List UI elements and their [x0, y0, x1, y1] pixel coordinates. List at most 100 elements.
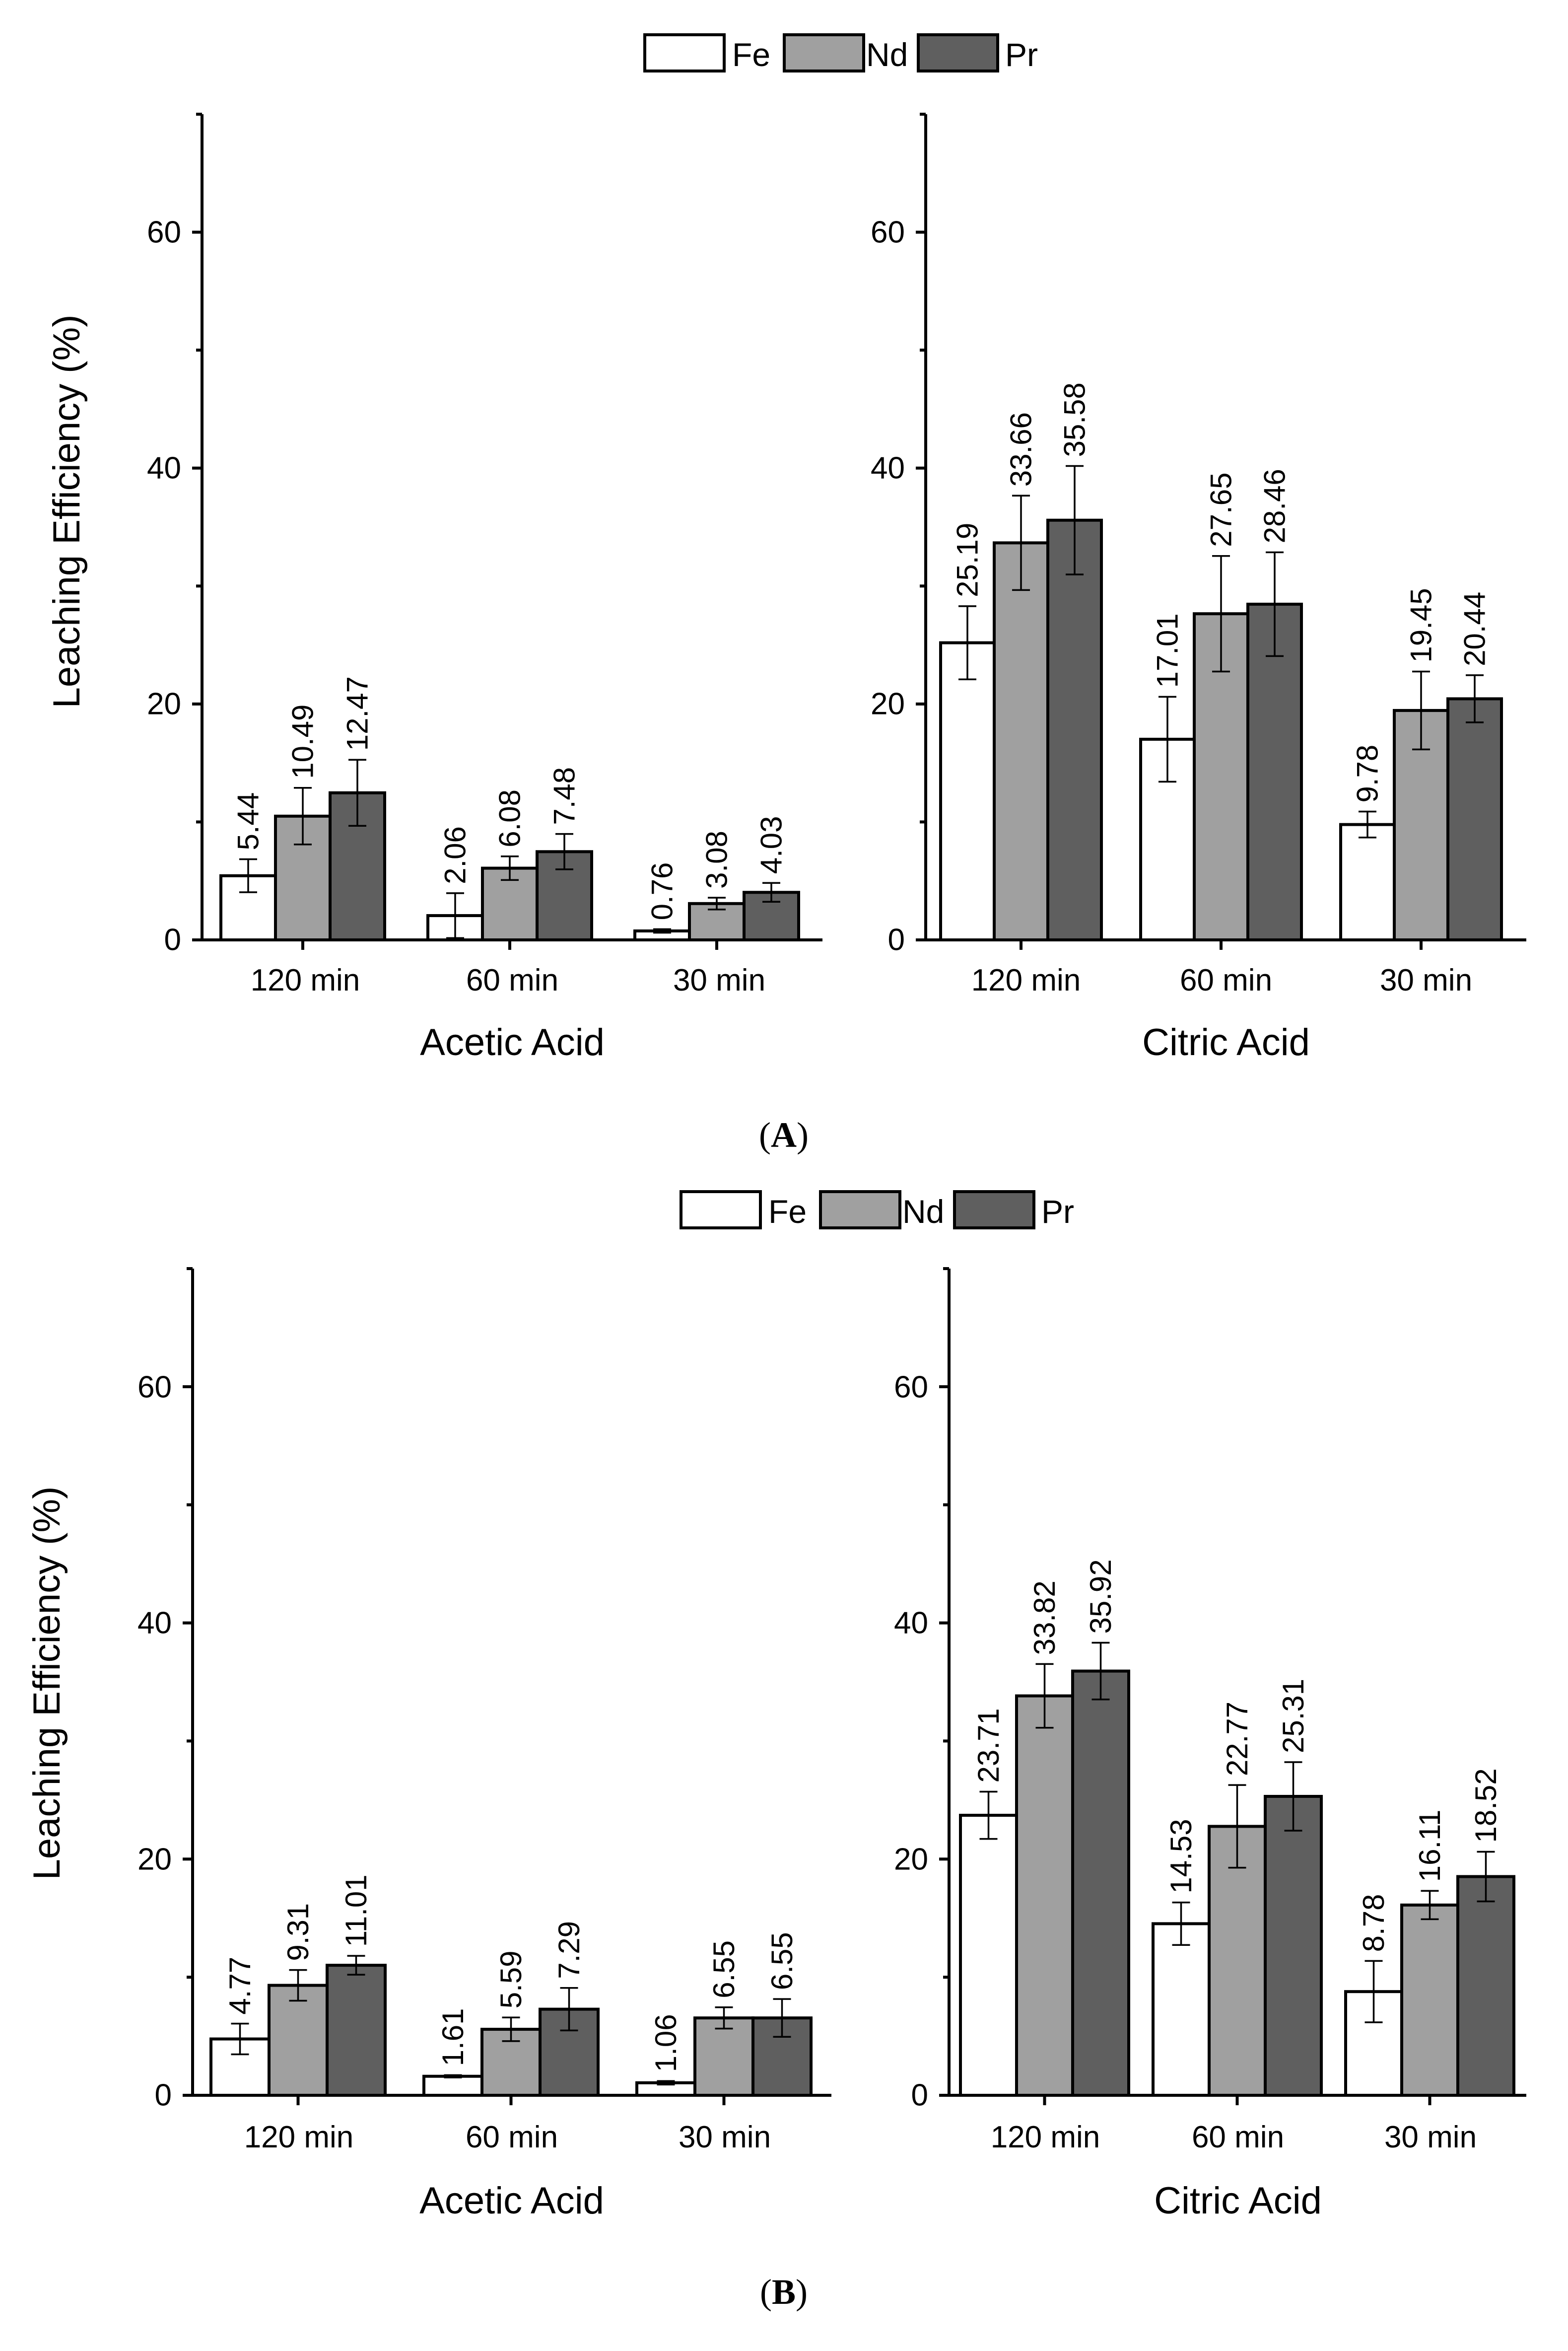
bar-pr: [1446, 697, 1503, 942]
legend-pr-label: Pr: [1041, 1193, 1074, 1230]
legend-nd-swatch: [819, 1190, 901, 1229]
data-label: 16.11: [1413, 1810, 1446, 1882]
y-tick-label: 40: [137, 1606, 172, 1640]
legend-fe-swatch: [680, 1190, 762, 1229]
data-label: 8.78: [1357, 1894, 1390, 1952]
bar-fe: [939, 641, 996, 942]
data-label: 1.61: [436, 2008, 470, 2066]
data-label: 14.53: [1164, 1819, 1198, 1893]
chart-a-left: 5.44 10.49 12.47 2.06 6.08 7.48 0.76 3.08 4.03 0…: [46, 113, 822, 1064]
bar-pr: [1264, 1794, 1323, 2097]
data-label: 5.44: [232, 792, 265, 851]
data-label: 10.49: [286, 705, 320, 779]
y-tick-label: 40: [894, 1606, 928, 1640]
y-ticks: 0 20 40 60: [147, 215, 181, 957]
bar-pr: [1046, 518, 1103, 941]
data-label: 4.03: [755, 816, 788, 874]
bar-pr: [1246, 602, 1303, 941]
x-tick-label: 120 min: [244, 2120, 354, 2154]
y-tick-label: 20: [147, 687, 181, 721]
data-label: 27.65: [1205, 473, 1238, 547]
bar-marks: 23.71 33.82 35.92 14.53 22.77 25.31 8.78 16.11 1…: [939, 1267, 1515, 2105]
y-tick-label: 0: [911, 2078, 928, 2113]
legend-pr-swatch: [953, 1190, 1035, 1229]
x-ticks: 120 min 60 min 30 min: [991, 2120, 1477, 2154]
x-tick-label: 30 min: [673, 963, 765, 997]
legend-nd-swatch: [783, 33, 865, 72]
y-tick-label: 60: [147, 215, 181, 250]
chart-b-left: 4.77 9.31 11.01 1.61 5.59 7.29 1.06 6.55 6.55 0 …: [26, 1267, 831, 2222]
data-label: 20.44: [1458, 592, 1492, 666]
data-label: 22.77: [1221, 1702, 1254, 1776]
legend-panel-b: Fe Nd Pr: [680, 1190, 1074, 1230]
data-label: 35.92: [1084, 1559, 1117, 1634]
data-label: 4.77: [223, 1957, 257, 2015]
data-label: 7.29: [552, 1921, 586, 1979]
y-tick-label: 60: [137, 1370, 172, 1405]
y-tick-label: 20: [894, 1843, 928, 1877]
legend-panel-a: Fe Nd Pr: [643, 33, 1038, 73]
bar-fe: [959, 1814, 1018, 2097]
x-axis-label: Citric Acid: [1154, 2180, 1322, 2222]
x-tick-label: 30 min: [679, 2120, 771, 2154]
panel-label-letter: A: [771, 1115, 797, 1155]
y-tick-label: 0: [164, 923, 181, 957]
bar-fe: [1339, 823, 1396, 942]
data-label: 6.55: [707, 1940, 741, 1998]
x-tick-label: 30 min: [1380, 963, 1472, 997]
bar-fe: [1139, 737, 1196, 941]
x-tick-label: 120 min: [251, 963, 360, 997]
chart-b-right: 23.71 33.82 35.92 14.53 22.77 25.31 8.78 16.11 1…: [894, 1267, 1526, 2222]
x-tick-label: 120 min: [971, 963, 1081, 997]
y-tick-label: 20: [871, 687, 905, 721]
x-axis-label: Acetic Acid: [419, 2180, 604, 2222]
legend-fe-swatch: [643, 33, 726, 72]
data-label: 7.48: [548, 767, 581, 825]
panel-label-letter: B: [772, 2272, 796, 2312]
x-tick-label: 60 min: [1192, 2120, 1284, 2154]
bar-pr: [1456, 1875, 1515, 2097]
bar-pr: [326, 1964, 387, 2097]
data-label: 1.06: [649, 2014, 682, 2072]
legend-pr-label: Pr: [1005, 36, 1038, 73]
bar-nd: [693, 2016, 754, 2097]
panel-label-open: (: [760, 2272, 772, 2312]
data-label: 23.71: [972, 1708, 1005, 1782]
bar-nd: [1015, 1694, 1074, 2097]
y-tick-label: 40: [147, 451, 181, 486]
y-tick-label: 0: [155, 2078, 172, 2113]
legend-fe-label: Fe: [732, 36, 770, 73]
data-label: 6.08: [493, 789, 527, 848]
x-tick-label: 60 min: [466, 963, 558, 997]
bar-fe: [422, 2074, 483, 2097]
x-axis-label: Citric Acid: [1142, 1021, 1310, 1064]
x-tick-label: 120 min: [991, 2120, 1100, 2154]
data-label: 6.55: [765, 1932, 799, 1990]
y-ticks: 0 20 40 60: [137, 1370, 172, 2113]
legend-pr-swatch: [917, 33, 999, 72]
data-label: 25.19: [951, 523, 984, 597]
data-label: 35.58: [1058, 382, 1091, 457]
x-tick-label: 60 min: [1180, 963, 1272, 997]
panel-label-close: ): [797, 1115, 809, 1155]
y-tick-label: 0: [888, 923, 905, 957]
data-label: 19.45: [1405, 588, 1438, 662]
data-label: 17.01: [1151, 613, 1184, 688]
y-tick-label: 40: [871, 451, 905, 486]
legend-nd-label: Nd: [902, 1193, 944, 1230]
panel-label-b: (B): [760, 2272, 808, 2312]
data-label: 12.47: [341, 676, 374, 751]
data-label: 18.52: [1469, 1768, 1502, 1843]
bar-pr: [539, 2007, 600, 2097]
bar-nd: [268, 1984, 329, 2097]
data-label: 9.78: [1351, 745, 1384, 803]
panel-label-close: ): [796, 2272, 808, 2312]
x-ticks: 120 min 60 min 30 min: [251, 963, 765, 997]
legend-fe-label: Fe: [768, 1193, 807, 1230]
data-label: 28.46: [1258, 469, 1292, 543]
x-axis-label: Acetic Acid: [420, 1021, 605, 1064]
legend-nd-label: Nd: [866, 36, 908, 73]
data-label: 3.08: [700, 831, 734, 889]
bar-pr: [1071, 1669, 1130, 2097]
